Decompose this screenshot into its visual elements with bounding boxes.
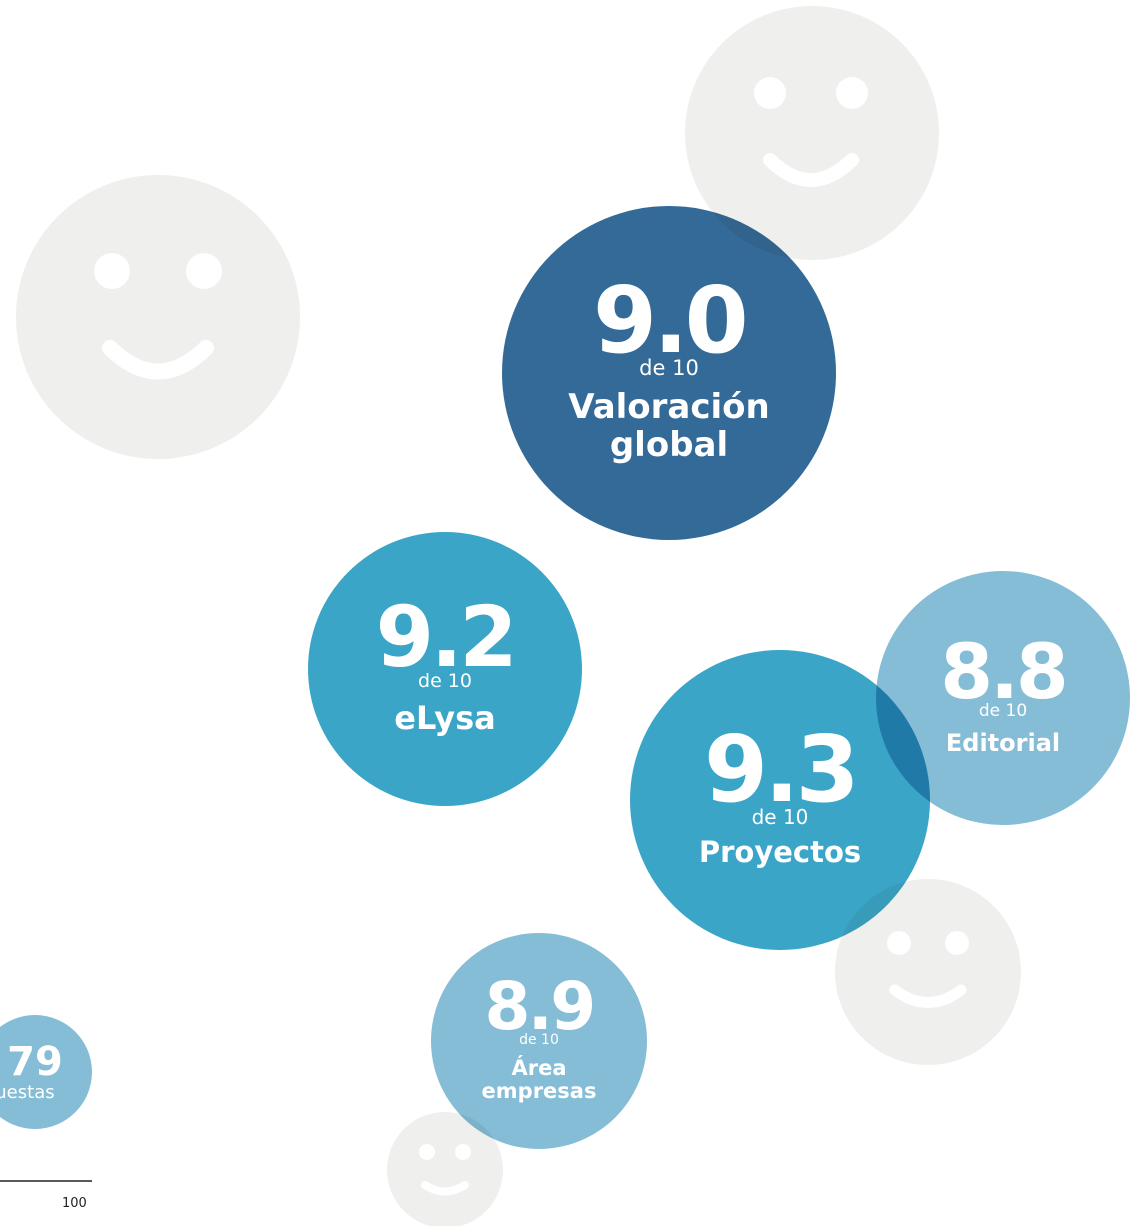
label: Proyectos [699,837,861,869]
score: 9.3 [704,731,856,809]
scale: de 10 [979,703,1027,720]
page-number: 100 [62,1196,87,1211]
label-line: eLysa [394,701,495,736]
partial-label: cuestas [0,1082,55,1103]
score: 9.2 [376,602,515,673]
label-line: empresas [482,1080,597,1103]
page: 9.0de 10Valoraciónglobal9.2de 10eLysa8.8… [0,0,1139,1226]
label: Editorial [946,730,1060,756]
scale: de 10 [519,1033,559,1047]
scale: de 10 [418,672,472,691]
label-line: global [568,427,770,464]
scale: de 10 [639,358,699,379]
score: 8.8 [940,640,1066,705]
label: eLysa [394,701,495,736]
score: 8.9 [485,979,594,1035]
score: 9.0 [593,282,745,360]
label-line: Editorial [946,730,1060,756]
partial-value: 79 [7,1042,63,1082]
label-line: Área [482,1057,597,1080]
label-line: Proyectos [699,837,861,869]
label-line: Valoración [568,389,770,426]
scale: de 10 [752,807,809,827]
